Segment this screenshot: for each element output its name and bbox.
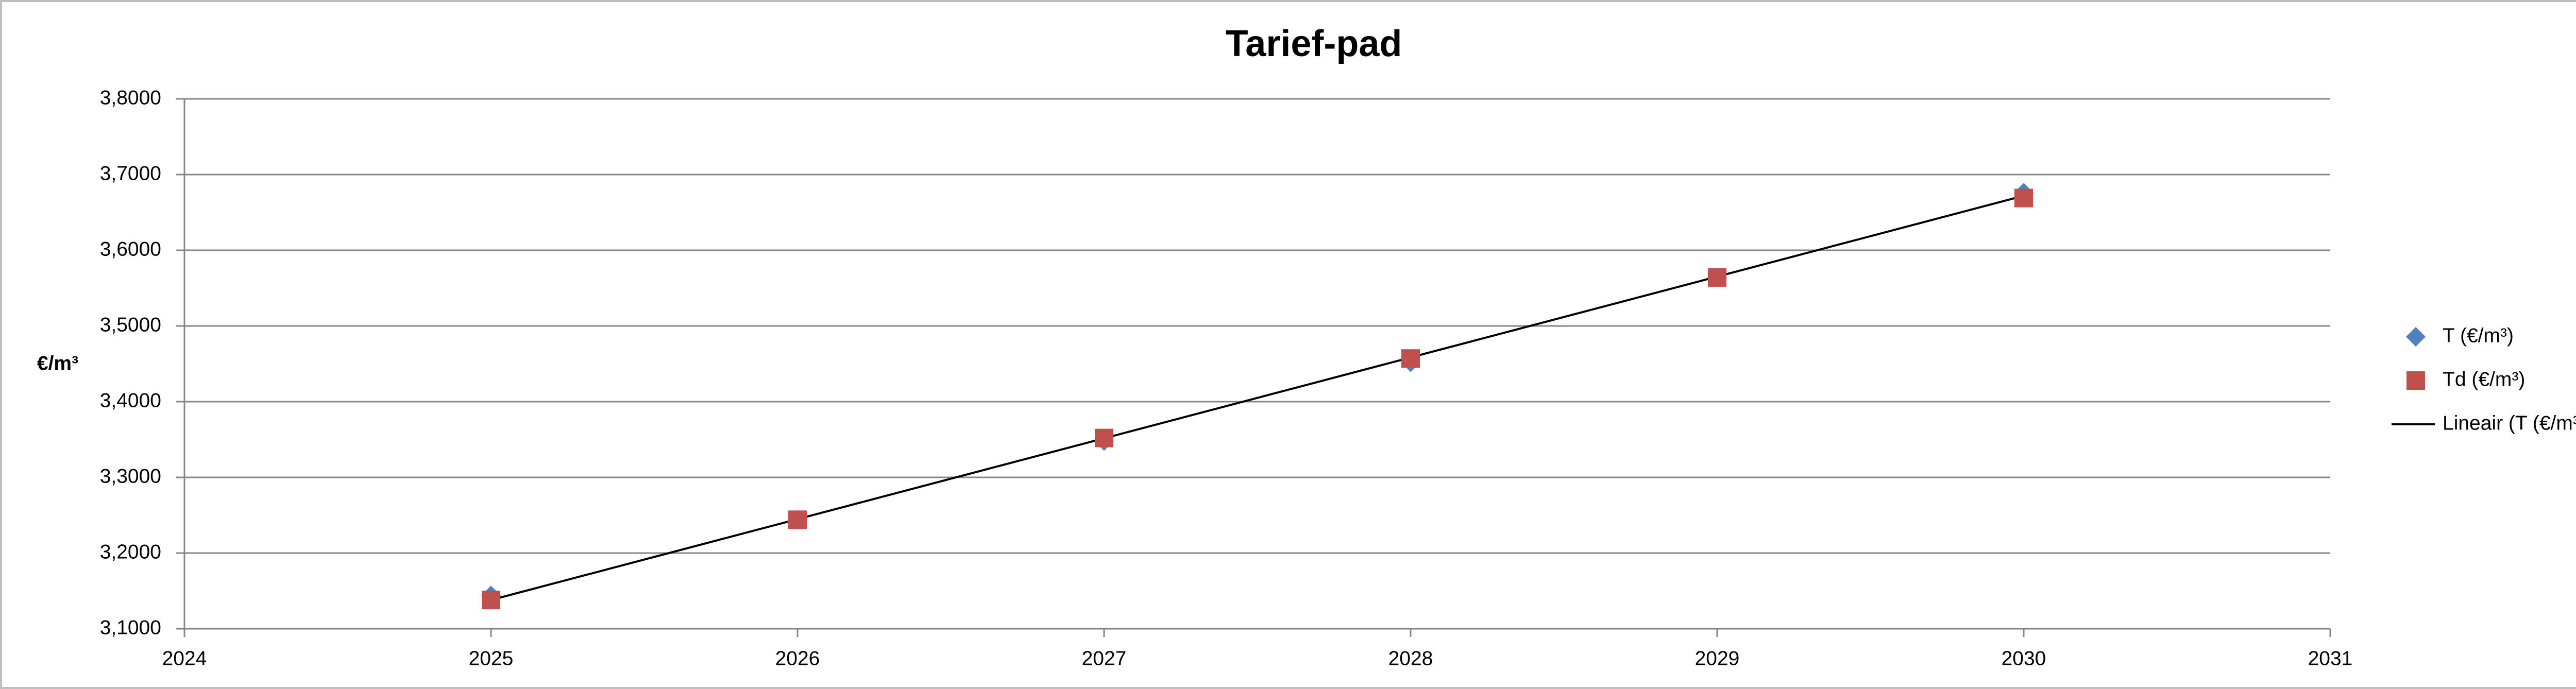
y-tick-label: 3,4000 <box>100 389 161 411</box>
legend-label: T (€/m³) <box>2443 324 2514 347</box>
y-tick-label: 3,6000 <box>100 238 161 260</box>
trendline <box>490 195 2024 601</box>
point <box>482 591 500 610</box>
point <box>2014 188 2033 208</box>
x-tick-label: 2028 <box>1388 647 1433 669</box>
point <box>1401 349 1420 368</box>
y-tick-label: 3,2000 <box>100 541 161 563</box>
x-tick-label: 2027 <box>1082 647 1127 669</box>
chart-title: Tarief-pad <box>1226 23 1402 64</box>
legend-label: Lineair (T (€/m³)) <box>2443 412 2576 434</box>
x-tick-label: 2029 <box>1695 647 1740 669</box>
legend-label: Td (€/m³) <box>2443 368 2525 390</box>
x-tick-label: 2024 <box>162 647 207 669</box>
legend-marker <box>2406 327 2426 347</box>
x-tick-label: 2031 <box>2308 647 2353 669</box>
y-tick-label: 3,1000 <box>100 616 161 639</box>
y-tick-label: 3,7000 <box>100 162 161 184</box>
point <box>1708 268 1726 287</box>
y-tick-label: 3,5000 <box>100 314 161 336</box>
legend-marker <box>2406 371 2425 390</box>
x-tick-label: 2025 <box>469 647 514 669</box>
point <box>1095 428 1113 447</box>
x-tick-label: 2026 <box>775 647 820 669</box>
y-tick-label: 3,8000 <box>100 87 161 109</box>
y-tick-label: 3,3000 <box>100 465 161 487</box>
x-tick-label: 2030 <box>2002 647 2046 669</box>
y-axis-label: €/m³ <box>37 352 78 374</box>
point <box>788 510 807 529</box>
